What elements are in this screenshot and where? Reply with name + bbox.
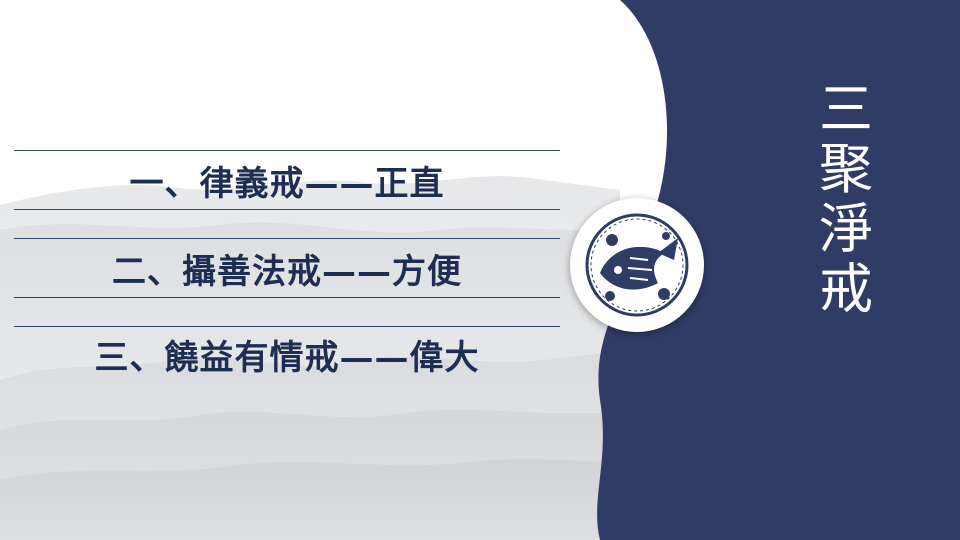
menu-item-label: 一、律義戒——正直 (14, 150, 560, 210)
divider-line (14, 209, 560, 210)
menu-item-3: 三、饒益有情戒——偉大 (14, 326, 560, 382)
paper-cut-fish-emblem-icon (570, 198, 704, 332)
menu-item-2: 二、攝善法戒——方便 (14, 238, 560, 298)
menu-item-label: 二、攝善法戒——方便 (14, 238, 560, 298)
divider-line (14, 297, 560, 298)
menu-item-1: 一、律義戒——正直 (14, 150, 560, 210)
menu-item-label: 三、饒益有情戒——偉大 (14, 326, 560, 382)
page-title: 三聚淨戒 (806, 80, 876, 400)
